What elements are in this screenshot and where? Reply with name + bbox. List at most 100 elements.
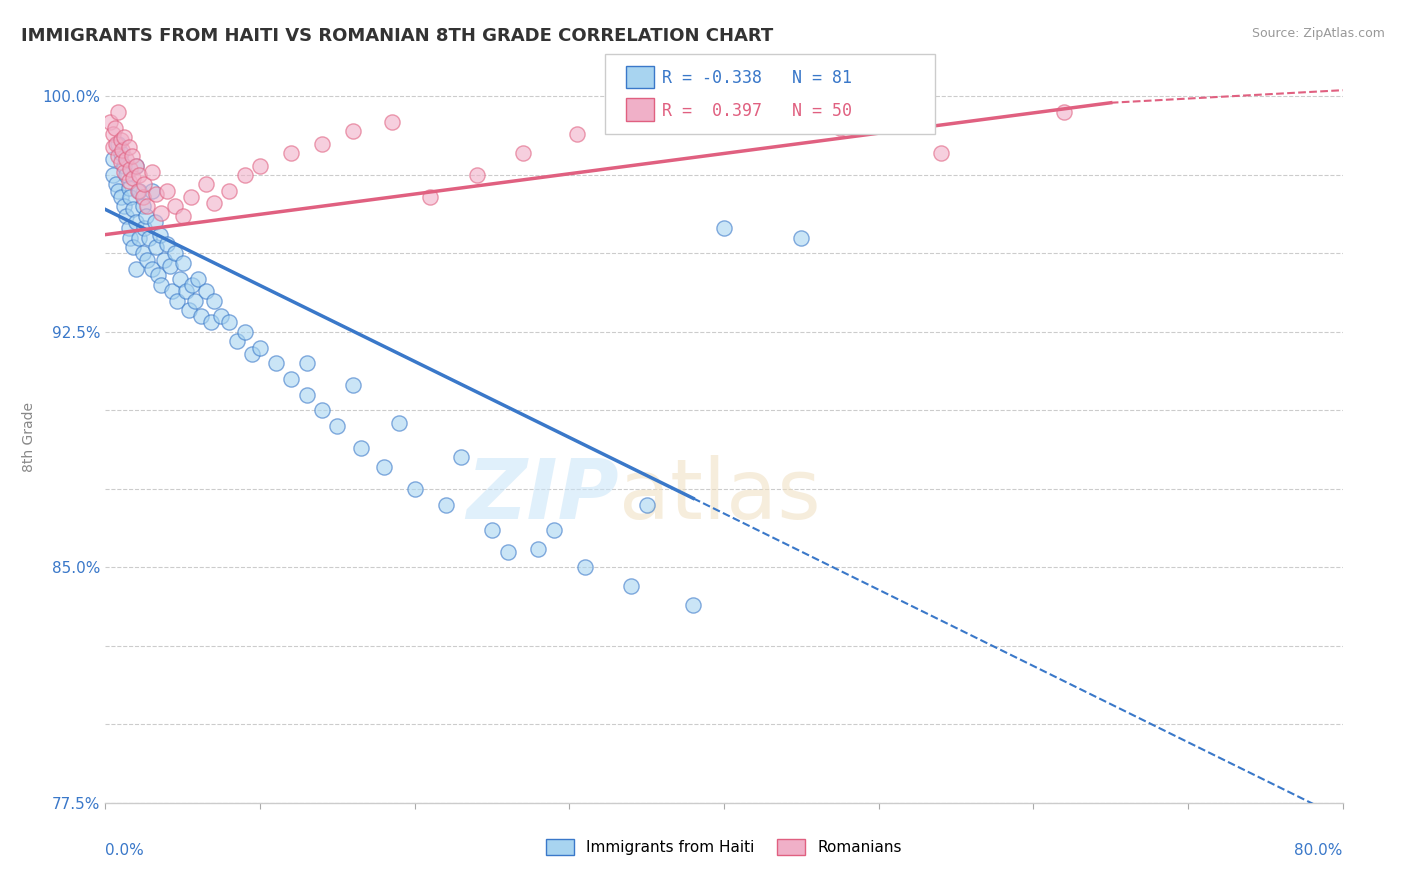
Point [373,459,395,474]
Point [177,302,200,317]
Point [98,114,121,128]
Point [434,498,457,512]
Point [342,378,364,392]
Point [326,419,349,434]
Point [111,143,134,157]
Point [790,231,813,245]
Point [128,168,150,182]
Point [496,544,519,558]
Point [620,112,643,126]
Point [233,325,256,339]
Point [136,199,159,213]
Point [114,168,136,182]
Point [112,199,135,213]
Point [311,403,333,417]
Point [481,523,503,537]
Point [202,293,225,308]
Point [112,130,135,145]
Point [166,293,188,308]
Point [122,202,145,217]
Point [342,124,364,138]
Point [112,159,135,173]
Point [110,190,132,204]
Point [574,560,596,574]
Point [114,209,136,223]
Text: 80.0%: 80.0% [1295,843,1343,858]
Point [105,178,128,192]
Point [163,246,186,260]
Point [110,133,132,147]
Point [128,184,150,198]
Point [110,155,132,169]
Point [120,190,142,204]
Point [249,341,271,355]
Point [146,268,169,283]
Point [103,127,124,141]
Text: IMMIGRANTS FROM HAITI VS ROMANIAN 8TH GRADE CORRELATION CHART: IMMIGRANTS FROM HAITI VS ROMANIAN 8TH GR… [21,27,773,45]
Point [107,184,129,198]
Point [110,146,132,161]
Point [138,231,160,245]
Point [295,387,318,401]
Point [184,293,207,308]
Point [450,450,472,465]
Point [187,271,209,285]
Point [131,246,153,260]
Point [103,153,124,167]
Text: R = -0.338   N = 81: R = -0.338 N = 81 [662,69,852,87]
Point [121,149,143,163]
Point [174,284,197,298]
Point [388,416,411,430]
Point [156,237,179,252]
Point [112,165,135,179]
Y-axis label: 8th Grade: 8th Grade [21,402,35,472]
Point [105,136,128,151]
Point [103,168,124,182]
Point [225,334,249,349]
Point [311,136,333,151]
Point [828,120,851,135]
Point [136,252,159,267]
Point [242,347,264,361]
Point [141,262,163,277]
Point [122,171,145,186]
Point [465,168,488,182]
Point [194,284,217,298]
Point [107,149,129,163]
Point [103,139,124,153]
Point [128,231,150,245]
Text: 0.0%: 0.0% [105,843,145,858]
Point [380,114,402,128]
Point [280,146,302,161]
Point [143,215,166,229]
Point [125,262,148,277]
Point [929,146,952,161]
Point [125,215,148,229]
Point [156,184,179,198]
Point [150,205,173,219]
Point [543,523,565,537]
Point [682,99,704,113]
Text: atlas: atlas [619,455,821,536]
Point [163,199,186,213]
Point [169,271,191,285]
Point [132,178,156,192]
Text: Source: ZipAtlas.com: Source: ZipAtlas.com [1251,27,1385,40]
Point [194,178,217,192]
Point [349,441,371,455]
Point [620,579,643,593]
Point [249,159,271,173]
Point [172,209,194,223]
Point [132,221,156,235]
Point [125,159,148,173]
Point [135,209,157,223]
Point [120,161,142,176]
Point [127,184,149,198]
Text: ZIP: ZIP [467,455,619,536]
Text: R =  0.397   N = 50: R = 0.397 N = 50 [662,102,852,120]
Point [114,153,136,167]
Point [104,120,127,135]
Point [145,240,167,254]
Point [125,159,148,173]
Point [404,482,426,496]
